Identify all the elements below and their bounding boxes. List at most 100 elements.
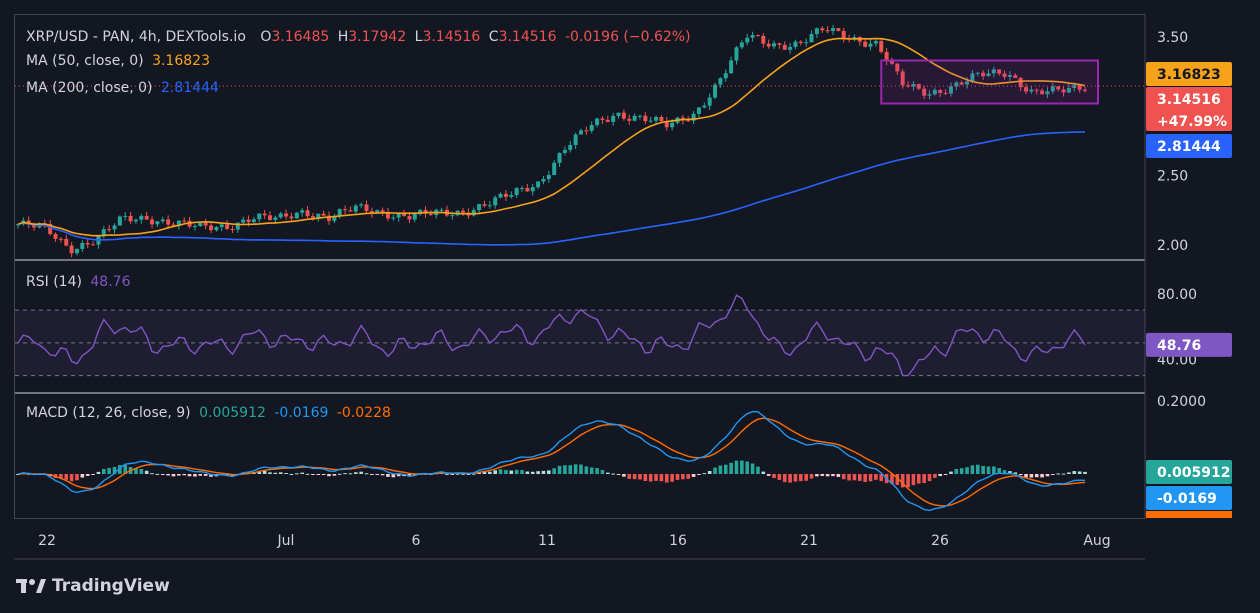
candle-body <box>954 82 959 87</box>
macd-hist-bar <box>563 465 567 474</box>
macd-hist-bar <box>568 465 573 474</box>
candle-body <box>670 122 675 128</box>
candle-body <box>278 213 283 218</box>
macd-hist-bar <box>1013 472 1018 474</box>
candle-body <box>932 90 937 95</box>
candle-body <box>139 215 144 220</box>
macd-hist-bar <box>1029 474 1034 478</box>
candle-body <box>707 97 712 106</box>
candle-body <box>541 179 546 182</box>
low-label: L <box>414 29 423 45</box>
macd-hist-bar <box>118 465 122 474</box>
rsi-line <box>17 294 1086 377</box>
macd-hist-bar <box>793 474 798 482</box>
macd-hist-bar <box>193 474 197 477</box>
macd-hist-bar <box>740 460 744 474</box>
tradingview-brand[interactable]: TradingView <box>16 576 170 596</box>
macd-hist-bar <box>284 473 288 475</box>
macd-hist-bar <box>707 470 712 474</box>
ma50-badge-bg <box>1146 62 1232 86</box>
macd-signal-value: -0.0228 <box>336 405 391 421</box>
candle-body <box>621 112 626 119</box>
candle-body <box>91 244 96 246</box>
candle-body <box>1061 89 1066 93</box>
macd-hist-bar <box>1034 474 1039 478</box>
candle-body <box>836 28 841 31</box>
candle-body <box>294 212 299 219</box>
candle-body <box>777 43 782 45</box>
rsi-badge: 48.76 <box>1157 338 1201 354</box>
candle-body <box>922 88 927 96</box>
consolidation-box <box>880 59 1100 105</box>
candle-body <box>573 134 578 146</box>
candle-body <box>300 210 305 213</box>
candle-body <box>938 90 943 93</box>
candle-body <box>209 225 214 231</box>
candle-body <box>487 205 492 207</box>
macd-hist-bar <box>311 474 315 475</box>
macd-hist-bar <box>445 473 449 475</box>
macd-line-badge-bg <box>1146 486 1232 510</box>
candle-body <box>595 118 600 126</box>
candle-body <box>332 216 337 221</box>
candle-body <box>428 213 433 216</box>
candle-body <box>814 28 819 35</box>
price-tick-label: 3.50 <box>1157 30 1188 46</box>
macd-hist-bar <box>852 474 857 481</box>
x-tick-label: 11 <box>538 533 556 549</box>
macd-hist-bar <box>498 469 503 474</box>
macd-hist-bar <box>1045 474 1050 477</box>
ma200-badge-bg <box>1146 134 1232 158</box>
candle-body <box>809 34 814 43</box>
macd-hist-bar <box>943 474 948 475</box>
candle-body <box>568 145 573 150</box>
macd-hist-bar <box>144 470 149 474</box>
x-axis-bg <box>0 519 1260 559</box>
macd-hist-bar <box>900 474 905 488</box>
candle-body <box>729 60 734 74</box>
candle-body <box>552 162 557 175</box>
high-label: H <box>337 29 349 45</box>
candle-body <box>230 228 235 230</box>
macd-hist-bar <box>579 464 583 474</box>
candle-body <box>273 217 278 220</box>
candle-body <box>718 78 723 85</box>
ma200-line <box>17 131 1085 246</box>
macd-line-badge: -0.0169 <box>1157 491 1217 507</box>
macd-hist-bar <box>782 474 787 483</box>
candle-body <box>611 115 616 122</box>
candle-body <box>64 238 69 246</box>
x-tick-label: 21 <box>800 533 818 549</box>
candlestick-series <box>16 24 1087 258</box>
macd-hist-bar <box>750 463 755 474</box>
open-value: 3.16485 <box>271 29 330 45</box>
macd-hist-bar <box>874 474 878 480</box>
candle-body <box>1045 91 1050 95</box>
candle-body <box>359 204 364 206</box>
macd-hist-bar <box>643 474 648 481</box>
macd-hist-bar <box>407 474 412 477</box>
candle-body <box>166 219 171 225</box>
macd-hist-bar <box>772 474 776 479</box>
candle-body <box>225 224 230 229</box>
x-tick-label: 22 <box>38 533 56 549</box>
macd-hist-bar <box>391 474 396 478</box>
candle-body <box>407 216 412 220</box>
candle-body <box>74 248 79 254</box>
candle-body <box>520 188 525 190</box>
candle-body <box>782 44 787 50</box>
macd-hist-bar <box>1083 471 1087 474</box>
candle-body <box>659 116 664 122</box>
macd-hist-bar <box>552 468 556 474</box>
candle-body <box>182 220 187 222</box>
macd-hist-bar <box>1077 471 1082 474</box>
macd-hist-bar <box>616 474 621 475</box>
candle-body <box>450 215 455 217</box>
candle-body <box>16 224 20 226</box>
macd-signal-badge-bg <box>1146 511 1232 518</box>
candle-body <box>525 188 530 192</box>
candle-body <box>53 233 58 239</box>
candle-body <box>396 213 401 218</box>
price-badge-bg <box>1146 87 1232 131</box>
